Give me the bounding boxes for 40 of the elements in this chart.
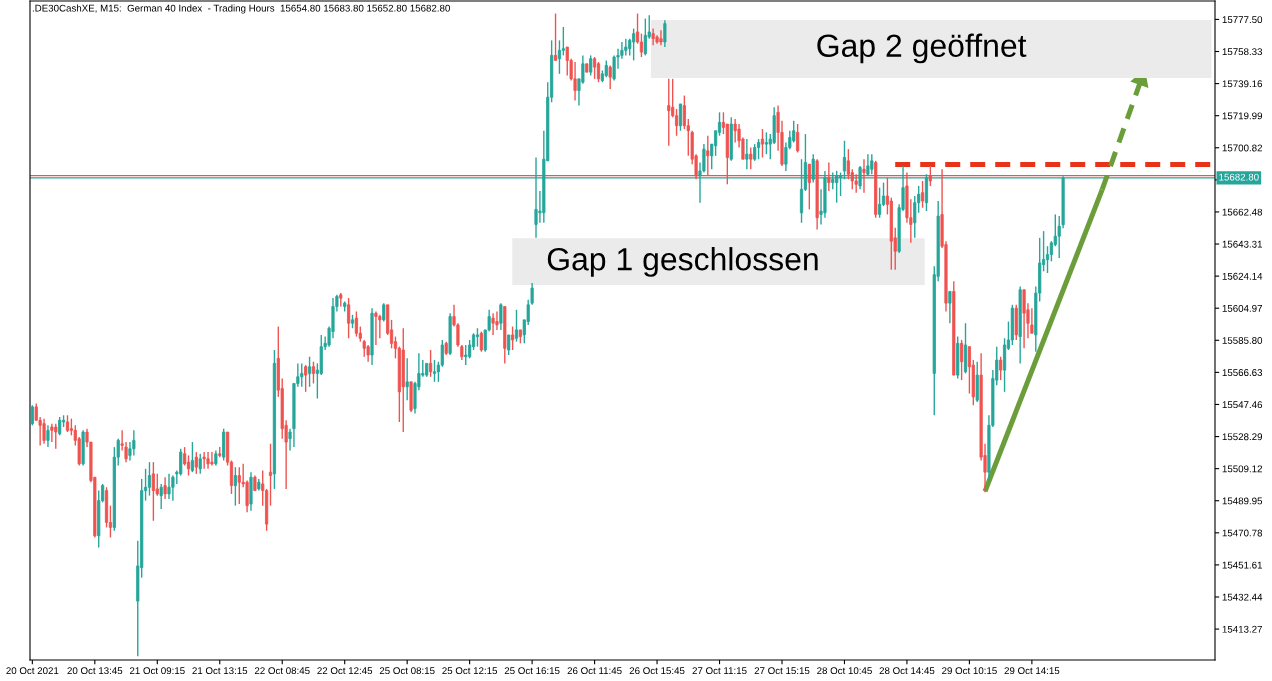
y-tick-label: 15700.82 [1222,144,1263,152]
y-tick-label: 15585.80 [1222,337,1263,344]
x-tick-label: 20 Oct 13:45 [67,667,123,675]
y-tick-label: 15470.78 [1222,529,1263,537]
ref-line-label: 15682.80 [1219,173,1259,181]
y-tick-label: 15777.50 [1222,16,1263,24]
x-tick-label: 26 Oct 11:45 [567,667,622,675]
y-tick-label: 15432.44 [1222,593,1263,601]
x-tick-label: 28 Oct 10:45 [817,667,872,675]
y-tick-label: 15643.31 [1222,240,1263,248]
x-tick-label: 21 Oct 09:15 [129,667,185,675]
y-tick-label: 15451.61 [1222,561,1263,569]
x-tick-label: 22 Oct 12:45 [317,667,373,675]
y-tick-label: 15758.33 [1222,48,1263,56]
y-tick-label: 15604.97 [1222,304,1263,312]
y-tick-label: 15547.46 [1222,401,1263,409]
y-tick-label: 15489.95 [1222,497,1263,505]
x-tick-label: 20 Oct 2021 [6,667,59,675]
y-tick-label: 15662.48 [1222,208,1263,216]
y-tick-label: 15566.63 [1222,369,1263,376]
y-tick-label: 15509.12 [1222,465,1263,473]
x-tick-label: 28 Oct 14:45 [879,667,935,675]
x-tick-label: 27 Oct 15:15 [754,667,810,675]
x-tick-label: 25 Oct 08:15 [379,667,435,675]
x-tick-label: 26 Oct 15:45 [629,667,685,675]
x-tick-label: 29 Oct 14:15 [1004,667,1060,675]
y-tick-label: 15528.29 [1222,433,1263,441]
chart-title: .DE30CashXE, M15: German 40 Index - Trading Hours 15654.80 15683.80 15652.80 15682.80 [32,4,450,14]
y-tick-label: 15719.99 [1222,112,1263,120]
y-tick-label: 15624.14 [1222,272,1263,280]
annotation: Gap 2 geöffnet [817,33,1027,64]
x-tick-label: 25 Oct 12:15 [442,667,498,675]
x-tick-label: 27 Oct 11:15 [692,667,747,675]
x-tick-label: 29 Oct 10:15 [942,667,997,675]
x-tick-label: 25 Oct 16:15 [504,667,560,675]
y-tick-label: 15739.16 [1222,80,1263,88]
x-tick-label: 21 Oct 13:15 [192,667,248,675]
annotation: Gap 1 geschlossen [547,247,818,277]
y-tick-label: 15413.27 [1222,625,1263,633]
x-tick-label: 22 Oct 08:45 [254,667,310,675]
